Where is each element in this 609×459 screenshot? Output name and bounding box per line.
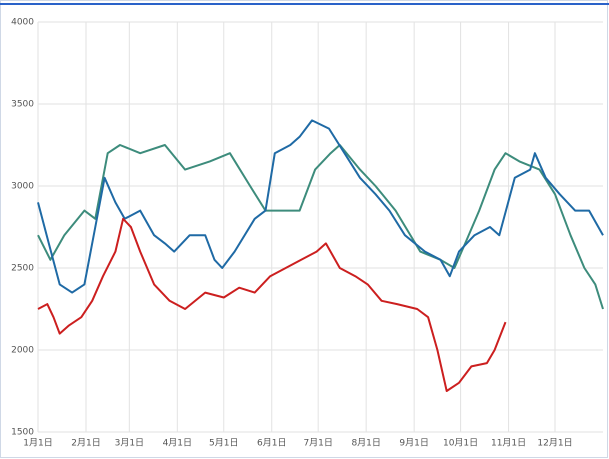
y-tick-label: 2500 <box>11 264 34 274</box>
x-tick-label: 9月1日 <box>399 438 428 449</box>
series-line <box>37 119 604 294</box>
x-tick-label: 5月1日 <box>209 438 238 449</box>
y-tick-label: 4000 <box>11 18 34 28</box>
x-tick-label: 1月1日 <box>23 438 52 449</box>
y-tick-label: 1500 <box>11 428 34 438</box>
y-tick-label: 3500 <box>11 100 34 110</box>
x-tick-label: 6月1日 <box>257 438 286 449</box>
x-tick-label: 3月1日 <box>115 438 144 449</box>
x-tick-label: 10月1日 <box>443 438 478 449</box>
x-tick-label: 4月1日 <box>163 438 192 449</box>
x-tick-label: 2月1日 <box>71 438 100 449</box>
x-tick-label: 7月1日 <box>303 438 332 449</box>
series-line <box>37 217 507 392</box>
x-tick-label: 8月1日 <box>351 438 380 449</box>
y-tick-label: 3000 <box>11 182 34 192</box>
series-line <box>37 144 604 310</box>
y-tick-label: 2000 <box>11 346 34 356</box>
x-tick-label: 12月1日 <box>537 438 572 449</box>
x-tick-label: 11月1日 <box>491 438 526 449</box>
